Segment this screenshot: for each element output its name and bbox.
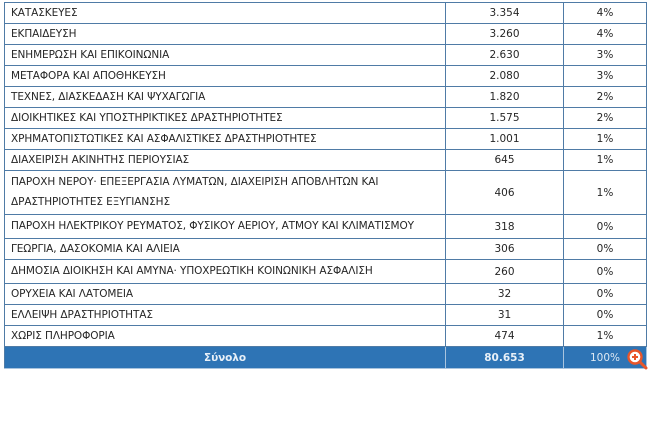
row-percent: 1% (563, 170, 647, 215)
table-row: ΧΩΡΙΣ ΠΛΗΡΟΦΟΡΙΑ 474 1% (4, 325, 647, 347)
row-count: 3.260 (445, 23, 564, 45)
row-label: ΠΑΡΟΧΗ ΗΛΕΚΤΡΙΚΟΥ ΡΕΥΜΑΤΟΣ, ΦΥΣΙΚΟΥ ΑΕΡΙ… (4, 214, 446, 239)
row-count: 474 (445, 325, 564, 347)
row-label: ΓΕΩΡΓΙΑ, ΔΑΣΟΚΟΜΙΑ ΚΑΙ ΑΛΙΕΙΑ (4, 238, 446, 260)
row-percent: 3% (563, 44, 647, 66)
table-row: ΚΑΤΑΣΚΕΥΕΣ 3.354 4% (4, 2, 647, 24)
row-count: 2.080 (445, 65, 564, 87)
row-label: ΔΗΜΟΣΙΑ ΔΙΟΙΚΗΣΗ ΚΑΙ ΑΜΥΝΑ· ΥΠΟΧΡΕΩΤΙΚΗ … (4, 259, 446, 284)
row-count: 31 (445, 304, 564, 326)
row-label: ΕΚΠΑΙΔΕΥΣΗ (4, 23, 446, 45)
total-label: Σύνολο (4, 346, 446, 369)
total-percent-cell: 100% (563, 346, 648, 370)
row-label: ΤΕΧΝΕΣ, ΔΙΑΣΚΕΔΑΣΗ ΚΑΙ ΨΥΧΑΓΩΓΙΑ (4, 86, 446, 108)
row-count: 645 (445, 149, 564, 171)
table-row: ΜΕΤΑΦΟΡΑ ΚΑΙ ΑΠΟΘΗΚΕΥΣΗ 2.080 3% (4, 65, 647, 87)
table-row: ΔΙΟΙΚΗΤΙΚΕΣ ΚΑΙ ΥΠΟΣΤΗΡΙΚΤΙΚΕΣ ΔΡΑΣΤΗΡΙΟ… (4, 107, 647, 129)
row-label: ΔΙΟΙΚΗΤΙΚΕΣ ΚΑΙ ΥΠΟΣΤΗΡΙΚΤΙΚΕΣ ΔΡΑΣΤΗΡΙΟ… (4, 107, 446, 129)
row-label: ΕΛΛΕΙΨΗ ΔΡΑΣΤΗΡΙΟΤΗΤΑΣ (4, 304, 446, 326)
row-percent: 1% (563, 325, 647, 347)
row-count: 32 (445, 283, 564, 305)
table-container: ΚΑΤΑΣΚΕΥΕΣ 3.354 4% ΕΚΠΑΙΔΕΥΣΗ 3.260 4% … (4, 2, 648, 370)
table-row: ΕΛΛΕΙΨΗ ΔΡΑΣΤΗΡΙΟΤΗΤΑΣ 31 0% (4, 304, 647, 326)
total-percent: 100% (589, 351, 621, 364)
row-count: 318 (445, 214, 564, 239)
data-table: ΚΑΤΑΣΚΕΥΕΣ 3.354 4% ΕΚΠΑΙΔΕΥΣΗ 3.260 4% … (4, 2, 648, 370)
total-count: 80.653 (445, 346, 564, 369)
row-count: 3.354 (445, 2, 564, 24)
row-percent: 3% (563, 65, 647, 87)
table-row: ΓΕΩΡΓΙΑ, ΔΑΣΟΚΟΜΙΑ ΚΑΙ ΑΛΙΕΙΑ 306 0% (4, 238, 647, 260)
table-row: ΕΝΗΜΕΡΩΣΗ ΚΑΙ ΕΠΙΚΟΙΝΩΝΙΑ 2.630 3% (4, 44, 647, 66)
row-label: ΜΕΤΑΦΟΡΑ ΚΑΙ ΑΠΟΘΗΚΕΥΣΗ (4, 65, 446, 87)
row-label: ΠΑΡΟΧΗ ΝΕΡΟΥ· ΕΠΕΞΕΡΓΑΣΙΑ ΛΥΜΑΤΩΝ, ΔΙΑΧΕ… (4, 170, 446, 215)
table-row: ΠΑΡΟΧΗ ΗΛΕΚΤΡΙΚΟΥ ΡΕΥΜΑΤΟΣ, ΦΥΣΙΚΟΥ ΑΕΡΙ… (4, 214, 647, 239)
row-count: 306 (445, 238, 564, 260)
row-label: ΕΝΗΜΕΡΩΣΗ ΚΑΙ ΕΠΙΚΟΙΝΩΝΙΑ (4, 44, 446, 66)
zoom-in-icon[interactable] (626, 348, 648, 370)
table-row: ΕΚΠΑΙΔΕΥΣΗ 3.260 4% (4, 23, 647, 45)
table-row: ΤΕΧΝΕΣ, ΔΙΑΣΚΕΔΑΣΗ ΚΑΙ ΨΥΧΑΓΩΓΙΑ 1.820 2… (4, 86, 647, 108)
row-count: 2.630 (445, 44, 564, 66)
row-percent: 0% (563, 283, 647, 305)
row-count: 1.575 (445, 107, 564, 129)
table-row: ΟΡΥΧΕΙΑ ΚΑΙ ΛΑΤΟΜΕΙΑ 32 0% (4, 283, 647, 305)
row-percent: 1% (563, 128, 647, 150)
row-count: 1.820 (445, 86, 564, 108)
row-percent: 0% (563, 259, 647, 284)
row-percent: 2% (563, 86, 647, 108)
row-percent: 4% (563, 23, 647, 45)
row-label: ΔΙΑΧΕΙΡΙΣΗ ΑΚΙΝΗΤΗΣ ΠΕΡΙΟΥΣΙΑΣ (4, 149, 446, 171)
row-label: ΧΡΗΜΑΤΟΠΙΣΤΩΤΙΚΕΣ ΚΑΙ ΑΣΦΑΛΙΣΤΙΚΕΣ ΔΡΑΣΤ… (4, 128, 446, 150)
row-percent: 0% (563, 238, 647, 260)
row-percent: 4% (563, 2, 647, 24)
table-row: ΠΑΡΟΧΗ ΝΕΡΟΥ· ΕΠΕΞΕΡΓΑΣΙΑ ΛΥΜΑΤΩΝ, ΔΙΑΧΕ… (4, 170, 647, 215)
row-count: 260 (445, 259, 564, 284)
row-label: ΚΑΤΑΣΚΕΥΕΣ (4, 2, 446, 24)
row-label: ΟΡΥΧΕΙΑ ΚΑΙ ΛΑΤΟΜΕΙΑ (4, 283, 446, 305)
row-percent: 0% (563, 304, 647, 326)
row-label: ΧΩΡΙΣ ΠΛΗΡΟΦΟΡΙΑ (4, 325, 446, 347)
table-row: ΧΡΗΜΑΤΟΠΙΣΤΩΤΙΚΕΣ ΚΑΙ ΑΣΦΑΛΙΣΤΙΚΕΣ ΔΡΑΣΤ… (4, 128, 647, 150)
table-row: ΔΗΜΟΣΙΑ ΔΙΟΙΚΗΣΗ ΚΑΙ ΑΜΥΝΑ· ΥΠΟΧΡΕΩΤΙΚΗ … (4, 259, 647, 284)
total-row: Σύνολο 80.653 100% (4, 346, 648, 370)
row-count: 1.001 (445, 128, 564, 150)
row-percent: 1% (563, 149, 647, 171)
row-count: 406 (445, 170, 564, 215)
row-percent: 0% (563, 214, 647, 239)
row-percent: 2% (563, 107, 647, 129)
table-row: ΔΙΑΧΕΙΡΙΣΗ ΑΚΙΝΗΤΗΣ ΠΕΡΙΟΥΣΙΑΣ 645 1% (4, 149, 647, 171)
